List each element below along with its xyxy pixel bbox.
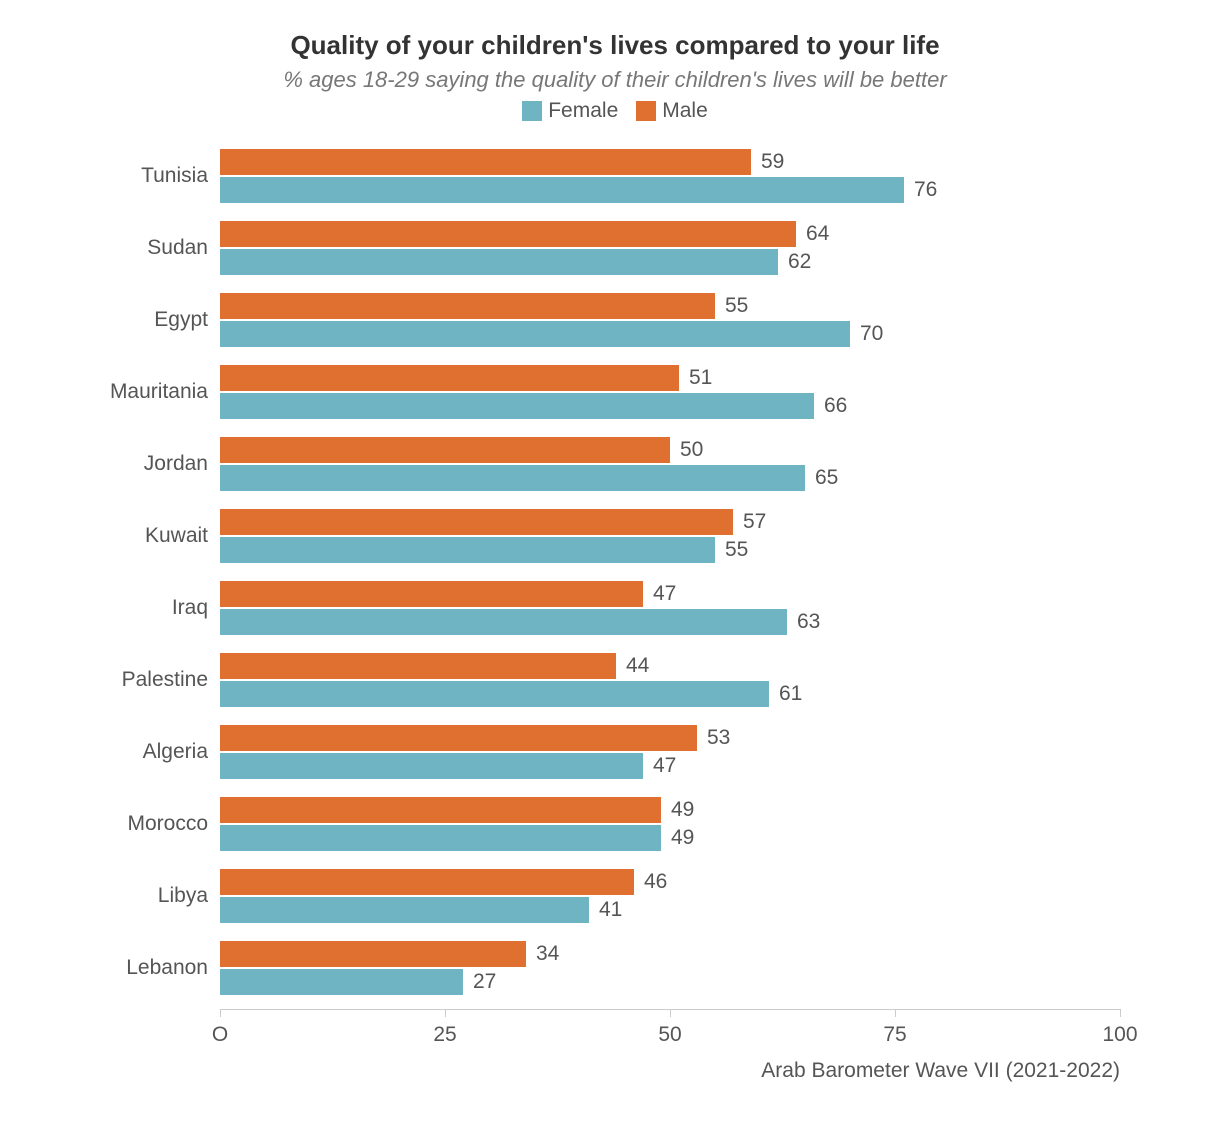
legend-swatch-male [636,101,656,121]
x-tick-label: 50 [658,1023,681,1047]
bar-male: 55 [220,293,715,319]
bar-female: 63 [220,609,787,635]
bar-value-label: 55 [715,538,748,562]
category-label: Sudan [147,236,220,260]
legend-label-female: Female [548,99,618,123]
bar-value-label: 34 [526,942,559,966]
x-tick-mark [220,1009,221,1017]
bar-value-label: 61 [769,682,802,706]
bar-female: 70 [220,321,850,347]
bar-female: 49 [220,825,661,851]
x-tick-mark [895,1009,896,1017]
bar-female: 65 [220,465,805,491]
category-group: Mauritania5166 [220,365,1120,419]
bar-value-label: 64 [796,222,829,246]
bar-value-label: 47 [643,754,676,778]
chart-title: Quality of your children's lives compare… [60,30,1170,61]
category-label: Libya [158,884,220,908]
category-label: Egypt [154,308,220,332]
category-group: Sudan6462 [220,221,1120,275]
bar-value-label: 49 [661,826,694,850]
category-group: Algeria5347 [220,725,1120,779]
x-tick-mark [670,1009,671,1017]
bar-female: 66 [220,393,814,419]
bar-female: 55 [220,537,715,563]
bar-value-label: 62 [778,250,811,274]
legend-item-male: Male [636,99,708,123]
bar-value-label: 65 [805,466,838,490]
x-tick-label: 25 [433,1023,456,1047]
bar-value-label: 63 [787,610,820,634]
bar-male: 44 [220,653,616,679]
bar-male: 34 [220,941,526,967]
category-group: Iraq4763 [220,581,1120,635]
category-group: Jordan5065 [220,437,1120,491]
bar-value-label: 49 [661,798,694,822]
bar-female: 27 [220,969,463,995]
bar-value-label: 53 [697,726,730,750]
category-group: Palestine4461 [220,653,1120,707]
bar-male: 64 [220,221,796,247]
bar-value-label: 46 [634,870,667,894]
category-group: Egypt5570 [220,293,1120,347]
x-tick-label: 100 [1102,1023,1137,1047]
category-label: Lebanon [126,956,220,980]
category-label: Tunisia [141,164,220,188]
chart-container: Quality of your children's lives compare… [60,30,1170,1013]
category-group: Morocco4949 [220,797,1120,851]
source-note: Arab Barometer Wave VII (2021-2022) [761,1059,1120,1083]
bar-male: 57 [220,509,733,535]
legend-swatch-female [522,101,542,121]
category-group: Lebanon3427 [220,941,1120,995]
bar-value-label: 47 [643,582,676,606]
bar-value-label: 55 [715,294,748,318]
bar-female: 61 [220,681,769,707]
chart-subtitle: % ages 18-29 saying the quality of their… [60,67,1170,93]
bar-male: 51 [220,365,679,391]
bar-value-label: 59 [751,150,784,174]
bar-value-label: 44 [616,654,649,678]
bar-value-label: 70 [850,322,883,346]
bar-value-label: 50 [670,438,703,462]
category-label: Algeria [143,740,220,764]
category-group: Kuwait5755 [220,509,1120,563]
x-tick-label: 75 [883,1023,906,1047]
category-label: Iraq [172,596,220,620]
bar-value-label: 51 [679,366,712,390]
category-label: Mauritania [110,380,220,404]
category-group: Tunisia5976 [220,149,1120,203]
bar-male: 53 [220,725,697,751]
x-tick-mark [445,1009,446,1017]
bar-value-label: 76 [904,178,937,202]
legend-label-male: Male [662,99,708,123]
bar-female: 41 [220,897,589,923]
bar-female: 47 [220,753,643,779]
legend-item-female: Female [522,99,618,123]
bar-male: 59 [220,149,751,175]
category-label: Palestine [122,668,220,692]
bar-male: 50 [220,437,670,463]
category-label: Jordan [144,452,220,476]
bar-male: 46 [220,869,634,895]
bar-value-label: 27 [463,970,496,994]
bar-value-label: 57 [733,510,766,534]
x-tick-mark [1120,1009,1121,1017]
category-label: Kuwait [145,524,220,548]
bar-male: 47 [220,581,643,607]
chart-legend: Female Male [60,99,1170,123]
bar-value-label: 66 [814,394,847,418]
plot-area: Tunisia5976 Sudan6462 Egypt5570 Mauritania5… [220,143,1120,1013]
category-label: Morocco [127,812,220,836]
x-tick-label: O [212,1023,228,1047]
bar-female: 62 [220,249,778,275]
bar-male: 49 [220,797,661,823]
bar-value-label: 41 [589,898,622,922]
category-group: Libya4641 [220,869,1120,923]
bar-female: 76 [220,177,904,203]
